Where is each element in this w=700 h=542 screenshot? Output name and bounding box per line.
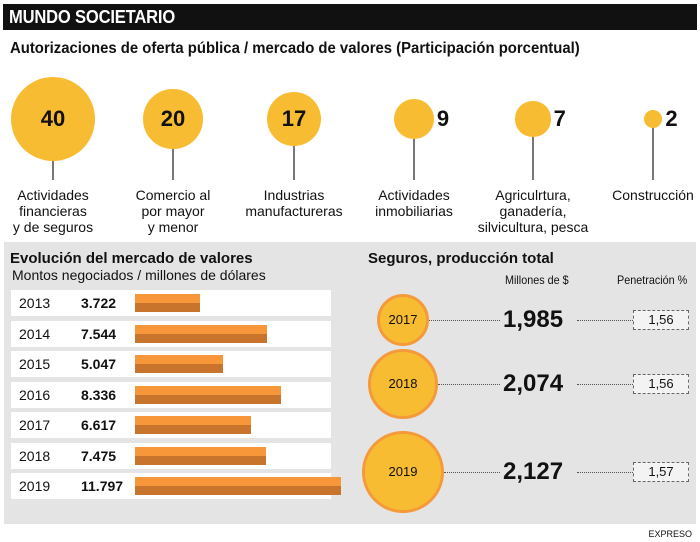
bar-row: 2016 8.336 xyxy=(11,381,331,408)
bubble-value: 20 xyxy=(160,106,186,131)
bar-year-label: 2013 xyxy=(19,295,51,311)
bar-row: 2013 3.722 xyxy=(11,290,331,316)
bar-year-label: 2019 xyxy=(19,478,51,494)
insurance-title: Seguros, producción total xyxy=(368,250,554,267)
bubble-value: 17 xyxy=(281,106,307,131)
bubble-category-label: Actividades financieras y de seguros xyxy=(0,187,123,235)
bar-row: 2017 6.617 xyxy=(11,412,331,438)
bubble-category-label-line: y de seguros xyxy=(12,219,94,235)
header-bar: MUNDO SOCIETARIO xyxy=(3,4,697,30)
bar-value-label: 5.047 xyxy=(81,356,117,372)
bar-year-label: 2017 xyxy=(19,417,51,433)
bubble-chart-title: Autorizaciones de oferta pública / merca… xyxy=(10,40,580,57)
bubble-value: 7 xyxy=(553,106,566,131)
bubble-category-label-line: Comercio al xyxy=(135,187,211,203)
bar-row: 2015 5.047 xyxy=(11,351,331,377)
bar-row: 2014 7.544 xyxy=(11,320,331,347)
penetration-value: 1,56 xyxy=(633,374,689,394)
bubble-value: 40 xyxy=(40,106,66,131)
bubble xyxy=(11,77,95,161)
bar-value-label: 7.544 xyxy=(81,325,117,342)
bubble-category-label: Actividades inmobiliarias xyxy=(344,187,484,219)
production-value: 2,127 xyxy=(503,458,564,485)
bubble xyxy=(266,91,322,147)
year-circle: 2017 xyxy=(377,294,429,346)
bubble-category-label: Agriculrtura, ganadería, silvicultura, pes… xyxy=(463,187,603,235)
bubble-category-label: Construcción xyxy=(583,187,700,203)
production-value: 1,985 xyxy=(503,306,564,333)
bar-value-label: 8.336 xyxy=(81,386,117,403)
bubble xyxy=(143,89,203,149)
bar-year-label: 2014 xyxy=(19,325,51,342)
bar-value-label: 7.475 xyxy=(81,447,117,464)
bubble-category-label-line: financieras xyxy=(19,203,87,219)
bubble-category-label-line: Construcción xyxy=(612,187,694,203)
bubble-leader-line xyxy=(652,119,654,180)
bar-chart-title: Evolución del mercado de valores xyxy=(10,250,253,267)
bar-year-label: 2018 xyxy=(19,447,51,464)
leader-dotted-line xyxy=(577,320,633,321)
bubble-leader-line xyxy=(293,119,295,180)
bubble-category-label-line: Actividades xyxy=(17,187,89,203)
bubble-leader-line xyxy=(172,119,174,180)
bubble-category-label-line: Agriculrtura, xyxy=(495,187,571,203)
year-circle-label: 2018 xyxy=(388,375,418,391)
bubble-category-label-line: ganadería, xyxy=(499,203,567,219)
bar xyxy=(135,416,251,434)
bubble-category-label-line: por mayor xyxy=(141,203,205,219)
bubble-value: 9 xyxy=(436,106,450,131)
leader-dotted-line xyxy=(577,384,633,385)
bar xyxy=(135,385,281,404)
bar-row: 2019 11.797 xyxy=(11,473,341,499)
leader-dotted-line xyxy=(443,472,500,473)
leader-dotted-line xyxy=(438,384,500,385)
penetration-value: 1,57 xyxy=(633,462,689,482)
year-circle: 2019 xyxy=(362,431,444,513)
production-value: 2,074 xyxy=(503,370,564,397)
bubble-value: 2 xyxy=(665,106,678,131)
penetration-value: 1,56 xyxy=(633,310,689,330)
bar-value-label: 6.617 xyxy=(81,417,117,433)
bubble xyxy=(394,99,434,139)
leader-dotted-line xyxy=(429,320,500,321)
bar-value-label: 3.722 xyxy=(81,295,117,311)
bar-year-label: 2015 xyxy=(19,356,51,372)
bar-year-label: 2016 xyxy=(19,386,51,403)
year-circle-label: 2017 xyxy=(388,312,418,327)
penetration-column-header: Penetración % xyxy=(617,273,688,287)
header-title: MUNDO SOCIETARIO xyxy=(9,7,176,27)
leader-dotted-line xyxy=(577,472,633,473)
bubble-leader-line xyxy=(413,119,415,180)
bubble-category-label-line: Industrias xyxy=(263,187,325,203)
year-circle-label: 2019 xyxy=(388,463,418,479)
bubble-leader-line xyxy=(532,119,534,180)
bar-row: 2018 7.475 xyxy=(11,442,331,469)
bubble-category-label-line: silvicultura, pesca xyxy=(477,219,589,235)
bar-chart-subtitle: Montos negociados / millones de dólares xyxy=(12,267,266,283)
bar xyxy=(135,477,341,495)
bubble xyxy=(515,101,551,137)
bar xyxy=(135,355,224,373)
bar xyxy=(135,446,266,465)
bubble-category-label-line: manufactureras xyxy=(245,203,343,219)
bar-value-label: 11.797 xyxy=(81,478,124,494)
bubble xyxy=(643,109,663,129)
source-label: EXPRESO xyxy=(648,529,692,539)
year-circle: 2018 xyxy=(367,348,439,420)
bubble-category-label-line: inmobiliarias xyxy=(375,203,453,219)
bubble-category-label-line: Actividades xyxy=(378,187,450,203)
bubble-category-label: Comercio al por mayor y menor xyxy=(103,187,243,235)
production-column-header: Millones de $ xyxy=(505,273,569,287)
bar xyxy=(135,294,200,312)
bubble-category-label-line: y menor xyxy=(147,219,199,235)
bar xyxy=(135,324,267,343)
bubble-category-label: Industrias manufactureras xyxy=(224,187,364,219)
